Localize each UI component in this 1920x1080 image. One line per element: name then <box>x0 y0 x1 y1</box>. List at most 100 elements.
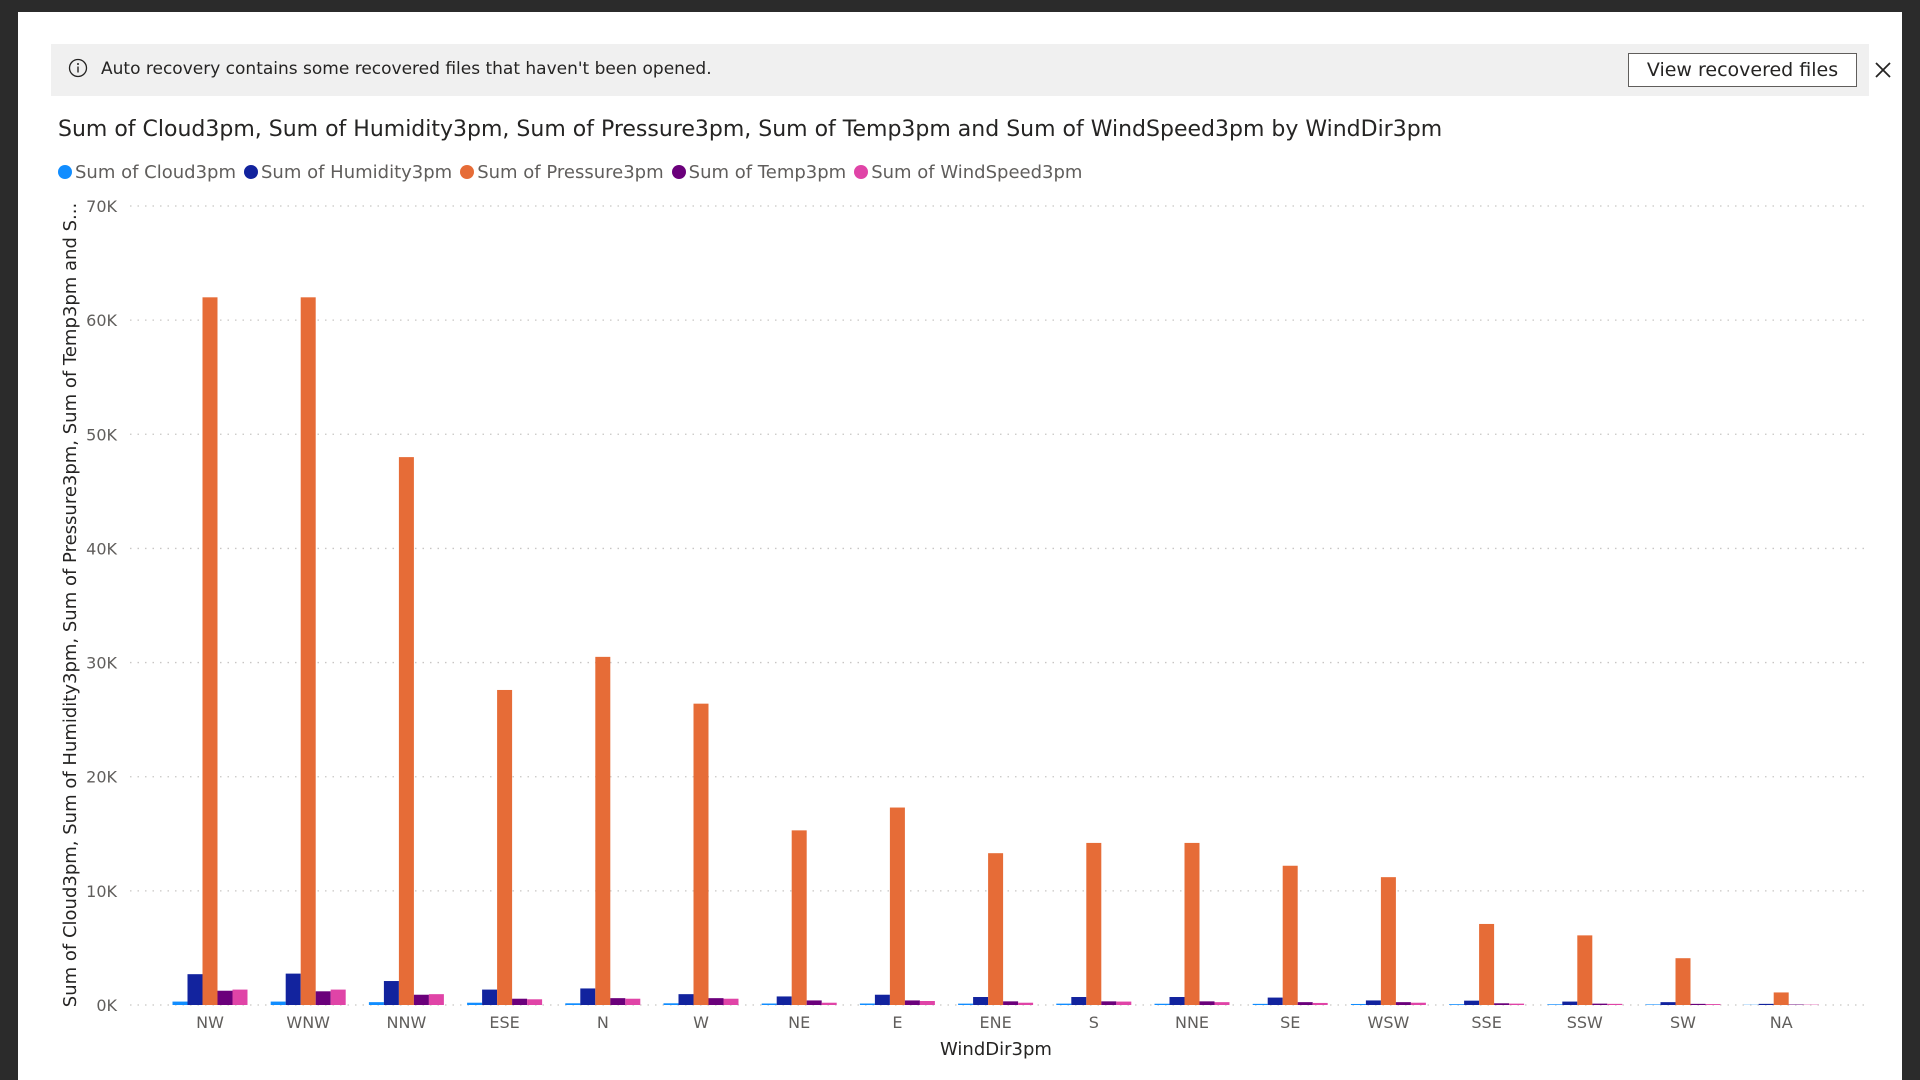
bar <box>1071 997 1087 1005</box>
view-recovered-files-button[interactable]: View recovered files <box>1628 53 1857 87</box>
bar <box>1169 997 1185 1005</box>
x-tick-label: S <box>1089 1013 1099 1032</box>
bar <box>1675 958 1691 1005</box>
bar <box>1464 1000 1480 1005</box>
x-tick-label: ESE <box>489 1013 519 1032</box>
bar <box>270 1001 286 1005</box>
y-tick-label: 50K <box>86 425 117 444</box>
bar <box>428 994 444 1005</box>
x-axis-title: WindDir3pm <box>940 1039 1052 1060</box>
y-tick-label: 10K <box>86 882 117 901</box>
bar <box>1758 1003 1774 1005</box>
x-tick-label: WSW <box>1368 1013 1410 1032</box>
close-icon[interactable] <box>1871 58 1895 82</box>
bar <box>663 1003 679 1005</box>
info-icon <box>68 58 88 78</box>
bar <box>595 656 611 1005</box>
bar <box>580 988 596 1005</box>
x-tick-label: ENE <box>980 1013 1012 1032</box>
bar <box>821 1002 837 1005</box>
bar <box>1690 1003 1706 1005</box>
legend-item[interactable]: Sum of Humidity3pm <box>244 162 452 183</box>
chart-title: Sum of Cloud3pm, Sum of Humidity3pm, Sum… <box>58 117 1443 142</box>
x-tick-label: NNE <box>1175 1013 1209 1032</box>
bar <box>527 999 543 1005</box>
bar <box>708 998 724 1005</box>
bar <box>1116 1001 1132 1005</box>
bar <box>413 994 429 1005</box>
bar <box>1003 1001 1019 1005</box>
bar <box>315 991 331 1005</box>
x-tick-label: SSW <box>1567 1013 1603 1032</box>
bar <box>1282 865 1298 1005</box>
bar <box>398 457 414 1006</box>
bar <box>874 994 890 1005</box>
x-tick-label: NE <box>788 1013 810 1032</box>
legend-marker <box>460 165 475 179</box>
legend-item[interactable]: Sum of Temp3pm <box>671 161 847 183</box>
bar <box>565 1003 581 1005</box>
report-canvas <box>18 12 1902 1080</box>
y-tick-label: 20K <box>86 768 117 787</box>
bar <box>497 689 513 1005</box>
legend-marker <box>58 165 72 179</box>
bar <box>232 989 248 1005</box>
y-tick-label: 30K <box>86 654 117 673</box>
legend-label: Sum of Humidity3pm <box>261 161 453 183</box>
bar <box>1592 1003 1608 1005</box>
legend-label: Sum of WindSpeed3pm <box>871 161 1083 183</box>
bar <box>988 853 1004 1005</box>
legend-label: Sum of Cloud3pm <box>75 161 236 183</box>
bar <box>776 996 792 1005</box>
bar <box>1380 877 1396 1005</box>
bar <box>1365 1000 1381 1005</box>
banner-message: Auto recovery contains some recovered fi… <box>101 59 712 79</box>
y-tick-label: 60K <box>86 311 117 330</box>
bar <box>1018 1002 1034 1005</box>
bar <box>1547 1004 1563 1005</box>
bar <box>678 994 694 1005</box>
legend-label: Sum of Pressure3pm <box>477 161 664 183</box>
bar <box>1645 1004 1661 1005</box>
bar <box>973 997 989 1005</box>
x-tick-label: SSE <box>1471 1013 1501 1032</box>
legend-item[interactable]: Sum of WindSpeed3pm <box>854 162 1082 183</box>
bar <box>368 1002 384 1005</box>
bar <box>1056 1003 1072 1005</box>
bar <box>1350 1003 1366 1005</box>
bar <box>1184 842 1200 1005</box>
bar <box>1577 935 1593 1005</box>
bar <box>217 990 233 1005</box>
x-tick-label: NW <box>196 1013 224 1032</box>
bar <box>1494 1003 1510 1005</box>
x-tick-label: WNW <box>286 1013 330 1032</box>
bar <box>482 989 498 1005</box>
bar <box>330 989 346 1005</box>
x-tick-label: W <box>693 1013 709 1032</box>
bar <box>172 1001 188 1005</box>
bar <box>693 703 709 1005</box>
legend-item[interactable]: Sum of Pressure3pm <box>460 161 664 183</box>
bar <box>202 297 218 1005</box>
y-axis-title: Sum of Cloud3pm, Sum of Humidity3pm, Sum… <box>60 203 81 1007</box>
bar <box>859 1003 875 1005</box>
legend-marker <box>671 165 686 179</box>
bar <box>1086 842 1102 1005</box>
legend-marker <box>244 165 258 179</box>
bar <box>919 1001 935 1005</box>
bar <box>300 297 316 1005</box>
bar <box>723 998 739 1005</box>
bar <box>187 974 203 1005</box>
bar <box>1101 1001 1117 1005</box>
legend-item[interactable]: Sum of Cloud3pm <box>58 162 236 183</box>
bar <box>1479 923 1495 1005</box>
bar <box>1214 1002 1230 1005</box>
bar <box>1312 1002 1328 1005</box>
x-tick-label: E <box>892 1013 902 1032</box>
legend-label: Sum of Temp3pm <box>688 161 847 183</box>
bar <box>806 1000 822 1005</box>
bar <box>1267 997 1283 1005</box>
bar <box>512 998 528 1005</box>
bar <box>467 1002 483 1005</box>
